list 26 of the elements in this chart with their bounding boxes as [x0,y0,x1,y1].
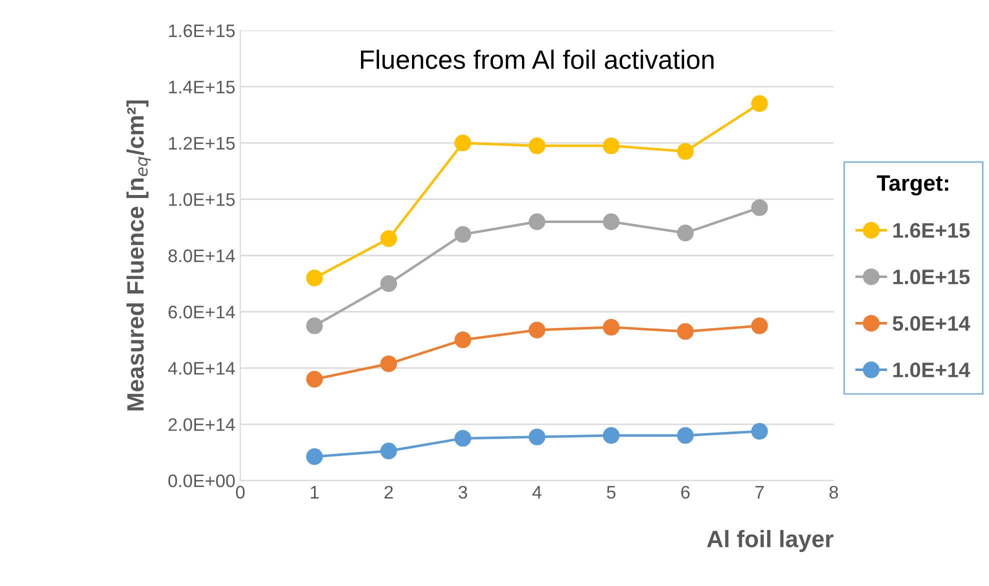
y-tick-label: 1.0E+15 [169,193,235,206]
x-tick-label: 4 [532,486,542,498]
legend-label: 1.0E+15 [893,270,970,284]
x-tick-label: 3 [458,486,468,499]
x-tick-label: 8 [829,486,838,499]
y-tick-label: 1.6E+15 [169,24,235,38]
legend-title: Target: [876,175,948,196]
y-tick-label: 1.2E+15 [169,136,235,150]
x-axis-title: Al foil layer [707,530,834,552]
y-tick-label: 4.0E+14 [168,362,235,375]
x-tick-label: 0 [236,486,245,499]
x-tick-label: 6 [681,486,690,499]
y-tick-label: 8.0E+14 [168,249,235,262]
legend-label: 5.0E+14 [892,316,970,331]
y-tick-label: 6.0E+14 [168,306,235,318]
y-tick-label: 1.4E+15 [169,80,235,94]
x-tick-label: 1 [310,486,319,498]
y-tick-label: 2.0E+14 [168,418,235,431]
y-axis-title: Measured Fluence [n$_{eq}$/cm²] [126,100,151,410]
text: Fluences from Al foil activation [360,50,714,70]
x-tick-label: 7 [755,486,764,498]
x-tick-label: 5 [606,486,616,499]
y-tick-label: 0.0E+00 [168,474,235,488]
x-tick-label: 2 [384,486,393,498]
legend-label: 1.6E+15 [893,223,970,238]
legend-label: 1.0E+14 [893,362,970,378]
